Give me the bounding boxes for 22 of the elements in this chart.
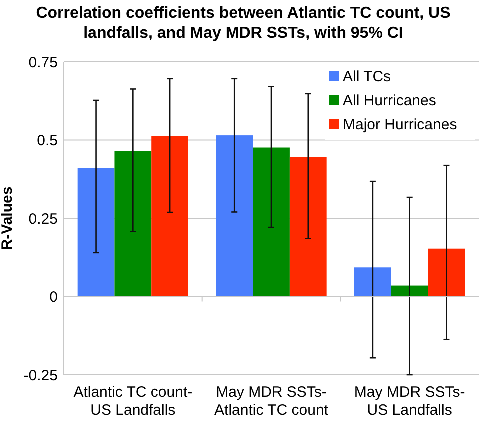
legend-label: Major Hurricanes [343,116,458,134]
y-tick-label: 0 [50,289,58,306]
bar [253,148,290,297]
x-tick-label: May MDR SSTs- Atlantic TC count [214,384,330,419]
bar [391,286,428,297]
legend-label: All Hurricanes [343,92,436,110]
y-axis-title: R-Values [0,186,16,250]
y-tick-label: 0.25 [28,210,58,228]
bar [428,248,466,297]
bar [78,168,115,297]
bar [354,268,392,297]
x-tick-label: May MDR SSTs- US Landfalls [354,384,466,419]
bar [152,136,188,297]
y-tick-label: -0.25 [24,367,58,384]
y-tick-label: 0.75 [28,54,58,72]
legend-label: All TCs [343,68,392,86]
x-tick-label: Atlantic TC count- US Landfalls [74,384,193,419]
bar [114,151,152,297]
chart-title: Correlation coefficients between Atlantic TC count, US landfalls, and May MDR SSTs, with 95% CI [36,5,452,42]
y-tick-label: 0.5 [37,132,58,150]
bar [290,157,327,297]
bar [216,136,254,297]
